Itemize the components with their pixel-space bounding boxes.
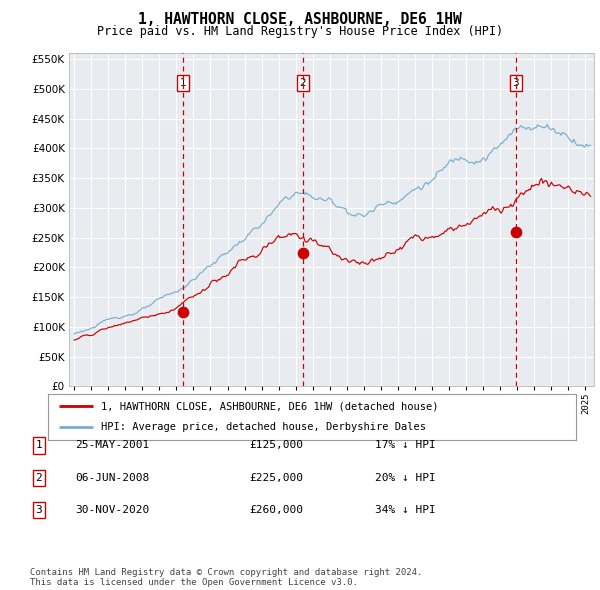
Text: £260,000: £260,000 — [249, 506, 303, 515]
Text: 1: 1 — [180, 78, 187, 88]
Text: 06-JUN-2008: 06-JUN-2008 — [75, 473, 149, 483]
Text: Contains HM Land Registry data © Crown copyright and database right 2024.
This d: Contains HM Land Registry data © Crown c… — [30, 568, 422, 587]
Point — [511, 227, 521, 237]
Text: 2: 2 — [300, 78, 307, 88]
Text: 30-NOV-2020: 30-NOV-2020 — [75, 506, 149, 515]
Text: 20% ↓ HPI: 20% ↓ HPI — [375, 473, 436, 483]
Text: 1, HAWTHORN CLOSE, ASHBOURNE, DE6 1HW (detached house): 1, HAWTHORN CLOSE, ASHBOURNE, DE6 1HW (d… — [101, 401, 438, 411]
Text: 3: 3 — [35, 506, 43, 515]
Text: 1: 1 — [35, 441, 43, 450]
Point — [298, 248, 308, 257]
Text: £125,000: £125,000 — [249, 441, 303, 450]
Text: 1, HAWTHORN CLOSE, ASHBOURNE, DE6 1HW: 1, HAWTHORN CLOSE, ASHBOURNE, DE6 1HW — [138, 12, 462, 27]
Text: 17% ↓ HPI: 17% ↓ HPI — [375, 441, 436, 450]
Text: 3: 3 — [512, 78, 519, 88]
Text: £225,000: £225,000 — [249, 473, 303, 483]
Text: 2: 2 — [35, 473, 43, 483]
Text: HPI: Average price, detached house, Derbyshire Dales: HPI: Average price, detached house, Derb… — [101, 422, 426, 432]
Text: Price paid vs. HM Land Registry's House Price Index (HPI): Price paid vs. HM Land Registry's House … — [97, 25, 503, 38]
Point — [178, 307, 188, 317]
Text: 34% ↓ HPI: 34% ↓ HPI — [375, 506, 436, 515]
Text: 25-MAY-2001: 25-MAY-2001 — [75, 441, 149, 450]
